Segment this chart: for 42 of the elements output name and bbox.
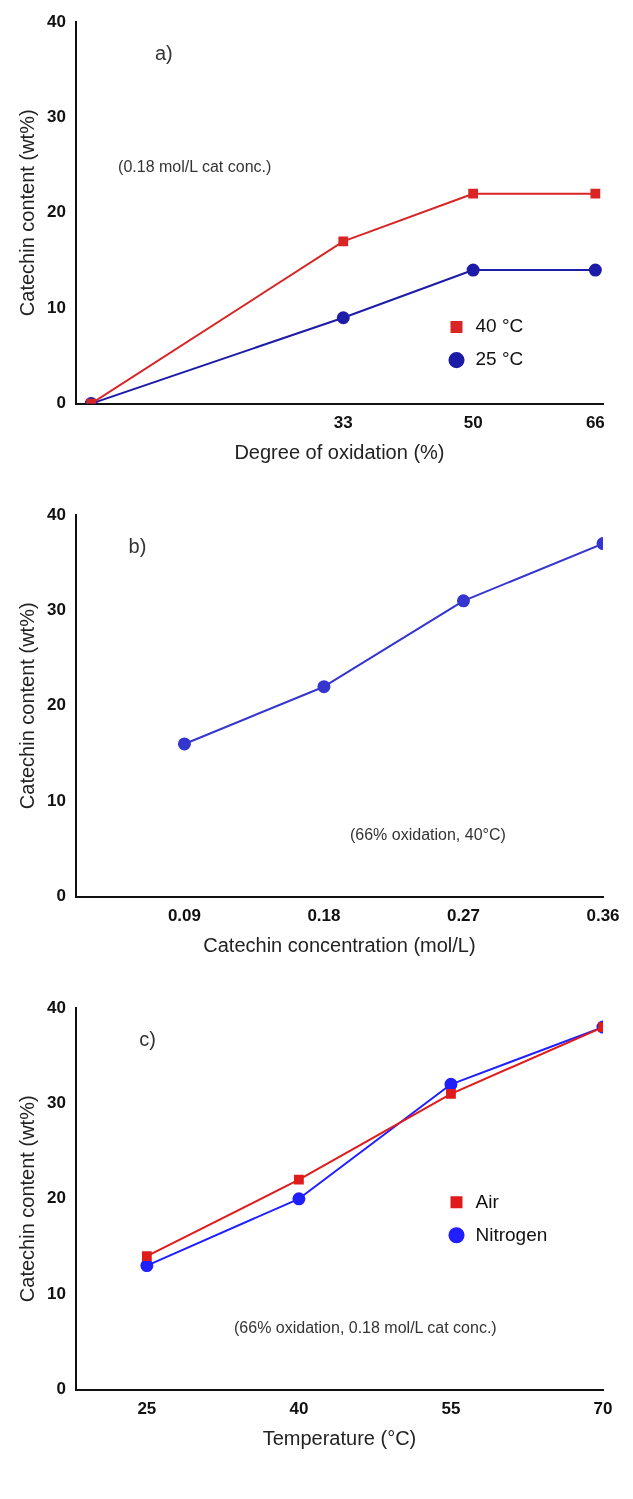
y-tick-label: 10 [46, 297, 66, 317]
y-tick-label: 40 [46, 997, 66, 1017]
x-tick-label: 70 [593, 1399, 613, 1419]
y-axis-title: Catechin content (wt%) [15, 602, 38, 810]
annotation: (66% oxidation, 40°C) [350, 826, 506, 844]
x-tick-label: 25 [137, 1399, 157, 1419]
y-tick-label: 10 [46, 1283, 66, 1303]
x-tick-label: 66 [585, 413, 605, 433]
annotation: (0.18 mol/L cat conc.) [118, 157, 272, 175]
y-tick-label: 30 [46, 1093, 66, 1113]
legend-label: 40 °C [475, 315, 524, 337]
legend-label: 25 °C [475, 348, 524, 370]
x-axis-title: Degree of oxidation (%) [234, 440, 445, 463]
y-tick-label: 30 [46, 107, 66, 127]
y-tick-label: 20 [46, 1188, 66, 1208]
annotation: c) [139, 1028, 156, 1051]
y-axis-title: Catechin content (wt%) [15, 1095, 38, 1303]
y-tick-label: 40 [46, 504, 66, 524]
y-tick-label: 0 [56, 886, 66, 906]
x-tick-label: 0.09 [167, 906, 201, 926]
annotation: (66% oxidation, 0.18 mol/L cat conc.) [234, 1319, 497, 1337]
x-tick-label: 0.27 [446, 906, 481, 926]
x-tick-label: 50 [463, 413, 483, 433]
y-tick-label: 40 [46, 11, 66, 31]
y-tick-label: 20 [46, 695, 66, 715]
y-tick-label: 10 [46, 790, 66, 810]
y-tick-label: 30 [46, 600, 66, 620]
x-tick-label: 0.36 [586, 906, 620, 926]
y-tick-label: 0 [56, 393, 66, 413]
x-tick-label: 33 [333, 413, 353, 433]
y-axis-title: Catechin content (wt%) [15, 109, 38, 317]
x-axis-title: Temperature (°C) [262, 1426, 417, 1449]
legend-label: Nitrogen [475, 1223, 548, 1245]
x-tick-label: 40 [289, 1399, 309, 1419]
annotation: a) [154, 42, 173, 65]
y-tick-label: 20 [46, 202, 66, 222]
y-tick-label: 0 [56, 1379, 66, 1399]
x-axis-title: Catechin concentration (mol/L) [203, 933, 476, 956]
x-tick-label: 55 [441, 1399, 461, 1419]
legend-label: Air [475, 1190, 500, 1212]
annotation: b) [128, 535, 147, 558]
x-tick-label: 0.18 [307, 906, 341, 926]
